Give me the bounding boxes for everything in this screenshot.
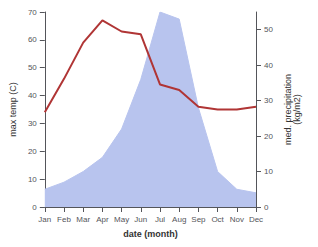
svg-text:Jul: Jul	[155, 215, 165, 224]
svg-text:Jun: Jun	[134, 215, 147, 224]
svg-text:10: 10	[264, 167, 273, 176]
svg-text:0: 0	[32, 203, 37, 212]
svg-text:20: 20	[264, 132, 273, 141]
svg-text:Jan: Jan	[38, 215, 51, 224]
svg-text:max temp (C): max temp (C)	[8, 82, 18, 137]
svg-text:70: 70	[28, 8, 37, 17]
svg-text:30: 30	[28, 119, 37, 128]
svg-text:Aug: Aug	[172, 215, 186, 224]
svg-text:Oct: Oct	[211, 215, 224, 224]
svg-text:Mar: Mar	[76, 215, 90, 224]
svg-text:Apr: Apr	[96, 215, 109, 224]
svg-text:20: 20	[28, 147, 37, 156]
svg-text:Sep: Sep	[191, 215, 206, 224]
svg-text:May: May	[114, 215, 129, 224]
svg-text:40: 40	[28, 91, 37, 100]
svg-text:50: 50	[28, 63, 37, 72]
svg-text:40: 40	[264, 61, 273, 70]
svg-text:0: 0	[264, 203, 269, 212]
svg-text:50: 50	[264, 25, 273, 34]
svg-text:30: 30	[264, 96, 273, 105]
svg-text:med. precipitation: med. precipitation	[283, 74, 294, 145]
svg-text:Nov: Nov	[230, 215, 244, 224]
svg-text:date (month): date (month)	[123, 229, 178, 239]
svg-text:Feb: Feb	[57, 215, 71, 224]
svg-text:(kg/m2): (kg/m2)	[292, 94, 302, 125]
svg-text:Dec: Dec	[249, 215, 263, 224]
svg-text:10: 10	[28, 175, 37, 184]
svg-text:60: 60	[28, 35, 37, 44]
